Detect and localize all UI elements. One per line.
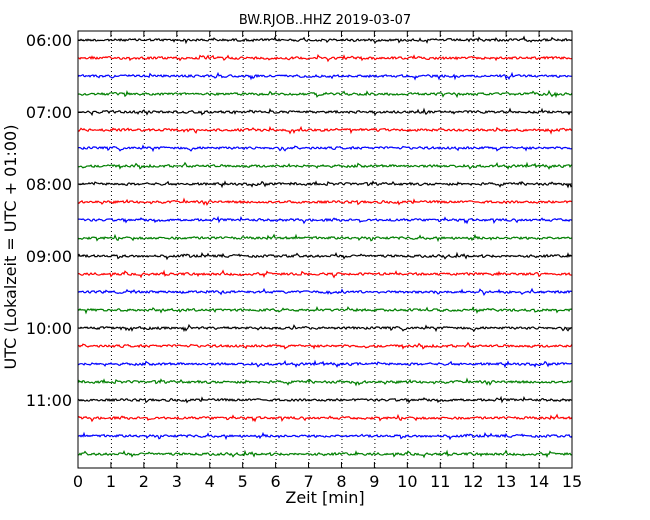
grid-lines — [110, 31, 541, 468]
y-tick-label: 09:00 — [26, 247, 72, 266]
trace-line — [77, 413, 573, 423]
x-tick-label: 6 — [271, 472, 281, 491]
trace-line — [77, 449, 573, 459]
chart-title: BW.RJOB..HHZ 2019-03-07 — [239, 13, 411, 28]
trace-line — [77, 107, 573, 117]
y-axis-label: UTC (Lokalzeit = UTC + 01:00) — [1, 125, 20, 370]
x-tick-label: 2 — [139, 472, 149, 491]
trace-line — [77, 287, 573, 296]
trace-line — [77, 269, 573, 279]
x-tick-label: 15 — [562, 472, 582, 491]
y-tick-label: 11:00 — [26, 391, 72, 410]
x-tick-label: 5 — [238, 472, 248, 491]
x-tick-label: 9 — [369, 472, 379, 491]
x-axis-label: Zeit [min] — [285, 488, 364, 507]
seismic-traces — [77, 35, 573, 459]
trace-line — [77, 144, 573, 153]
trace-line — [77, 251, 573, 261]
trace-line — [77, 215, 573, 225]
x-axis-ticks: 0 1 2 3 4 5 6 7 8 9 10 11 12 13 14 15 — [73, 31, 582, 491]
trace-line — [77, 306, 573, 315]
trace-line — [77, 395, 573, 404]
trace-line — [77, 377, 573, 387]
y-tick-label: 07:00 — [26, 103, 72, 122]
x-tick-label: 11 — [430, 472, 450, 491]
trace-line — [77, 89, 573, 99]
trace-line — [77, 431, 573, 441]
trace-line — [77, 197, 573, 206]
y-tick-label: 06:00 — [26, 31, 72, 50]
trace-line — [77, 341, 573, 350]
trace-line — [77, 233, 573, 243]
trace-line — [77, 54, 573, 63]
trace-line — [77, 71, 573, 81]
x-tick-label: 0 — [73, 472, 83, 491]
trace-line — [77, 323, 573, 333]
y-tick-label: 08:00 — [26, 175, 72, 194]
plot-frame — [77, 30, 573, 469]
trace-line — [77, 180, 573, 189]
x-tick-label: 14 — [529, 472, 549, 491]
y-axis-ticks: 06:00 07:00 08:00 09:00 10:00 11:00 — [26, 31, 572, 410]
x-tick-label: 3 — [172, 472, 182, 491]
x-tick-label: 12 — [463, 472, 483, 491]
trace-line — [77, 35, 573, 45]
y-tick-label: 10:00 — [26, 319, 72, 338]
x-tick-label: 8 — [336, 472, 346, 491]
x-tick-label: 1 — [106, 472, 116, 491]
x-tick-label: 10 — [397, 472, 417, 491]
trace-line — [77, 359, 573, 369]
trace-line — [77, 161, 573, 170]
x-tick-label: 7 — [303, 472, 313, 491]
x-tick-label: 13 — [496, 472, 516, 491]
x-tick-label: 4 — [205, 472, 215, 491]
trace-line — [77, 125, 573, 135]
